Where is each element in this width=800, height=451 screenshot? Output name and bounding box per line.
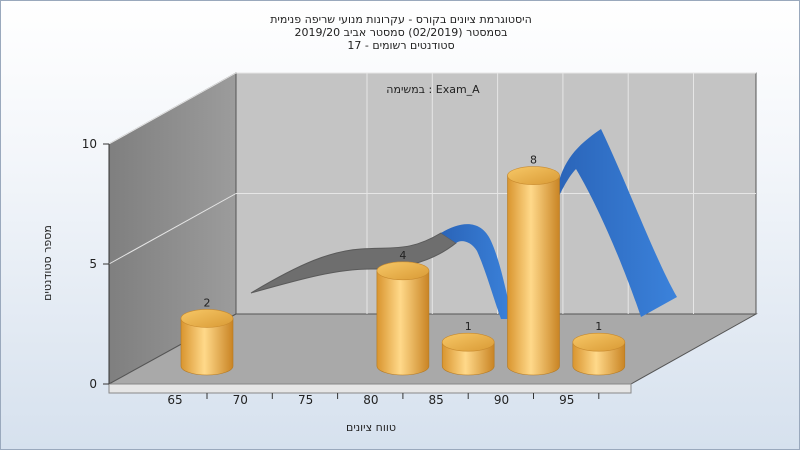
- trend-ribbon: [250, 129, 677, 319]
- grid-line-side: [108, 193, 237, 265]
- bar-value-label: 1: [465, 320, 472, 333]
- chart-title-line-2: בסמסטר (02/2019) סמסטר אביב 2019/20: [294, 26, 508, 39]
- grid-lines: [108, 72, 756, 314]
- bars-group: 2 4 1 8 1: [180, 154, 626, 376]
- bar-value-label: 1: [595, 320, 602, 333]
- bar-85: 1: [441, 320, 495, 376]
- task-annotation: במשימה : Exam_A: [386, 83, 480, 96]
- bar-body: [180, 318, 234, 376]
- x-tick-label: 65: [167, 393, 182, 407]
- x-tick-label: 90: [494, 393, 509, 407]
- bar-cap: [180, 309, 234, 328]
- ribbon-blue-segment-1: [441, 224, 513, 319]
- y-axis-title: מספר סטודנטים: [41, 225, 54, 301]
- bar-body: [441, 341, 495, 376]
- bar-cap: [572, 332, 626, 352]
- bar-80: 4: [376, 249, 430, 376]
- bar-value-label: 2: [204, 296, 211, 309]
- y-axis: 0 5 10: [82, 137, 110, 391]
- bar-95: 1: [572, 320, 626, 376]
- grid-line-side: [108, 72, 237, 145]
- bar-cap: [376, 261, 430, 281]
- x-tick-label: 80: [363, 393, 378, 407]
- x-tick-label: 70: [233, 393, 248, 407]
- bar-cap: [441, 332, 495, 352]
- bar-body: [507, 175, 560, 376]
- bar-65: 2: [180, 296, 234, 376]
- chart-title-line-1: היסטוגרמת ציונים בקורס - עקרונות מנועי ש…: [270, 13, 532, 26]
- bar-body: [572, 341, 626, 376]
- x-tick-label: 75: [298, 393, 313, 407]
- y-tick-label: 0: [89, 377, 97, 391]
- y-tick-label: 5: [89, 257, 97, 271]
- x-tick-label: 85: [429, 393, 444, 407]
- ribbon-blue-segment-2: [557, 129, 677, 317]
- floor-front-edge: [108, 383, 632, 394]
- bar-value-label: 8: [530, 154, 537, 167]
- bar-body: [376, 270, 430, 376]
- bar-value-label: 4: [399, 249, 406, 262]
- x-tick-label: 95: [559, 393, 574, 407]
- bar-cap: [507, 166, 560, 185]
- bar-90: 8: [507, 154, 560, 376]
- chart-title-line-3: סטודנטים רשומים - 17: [347, 39, 455, 52]
- x-axis-title: טווח ציונים: [346, 421, 396, 434]
- x-axis: 65 70 75 80 85 90 95: [167, 393, 600, 407]
- y-tick-label: 10: [82, 137, 97, 151]
